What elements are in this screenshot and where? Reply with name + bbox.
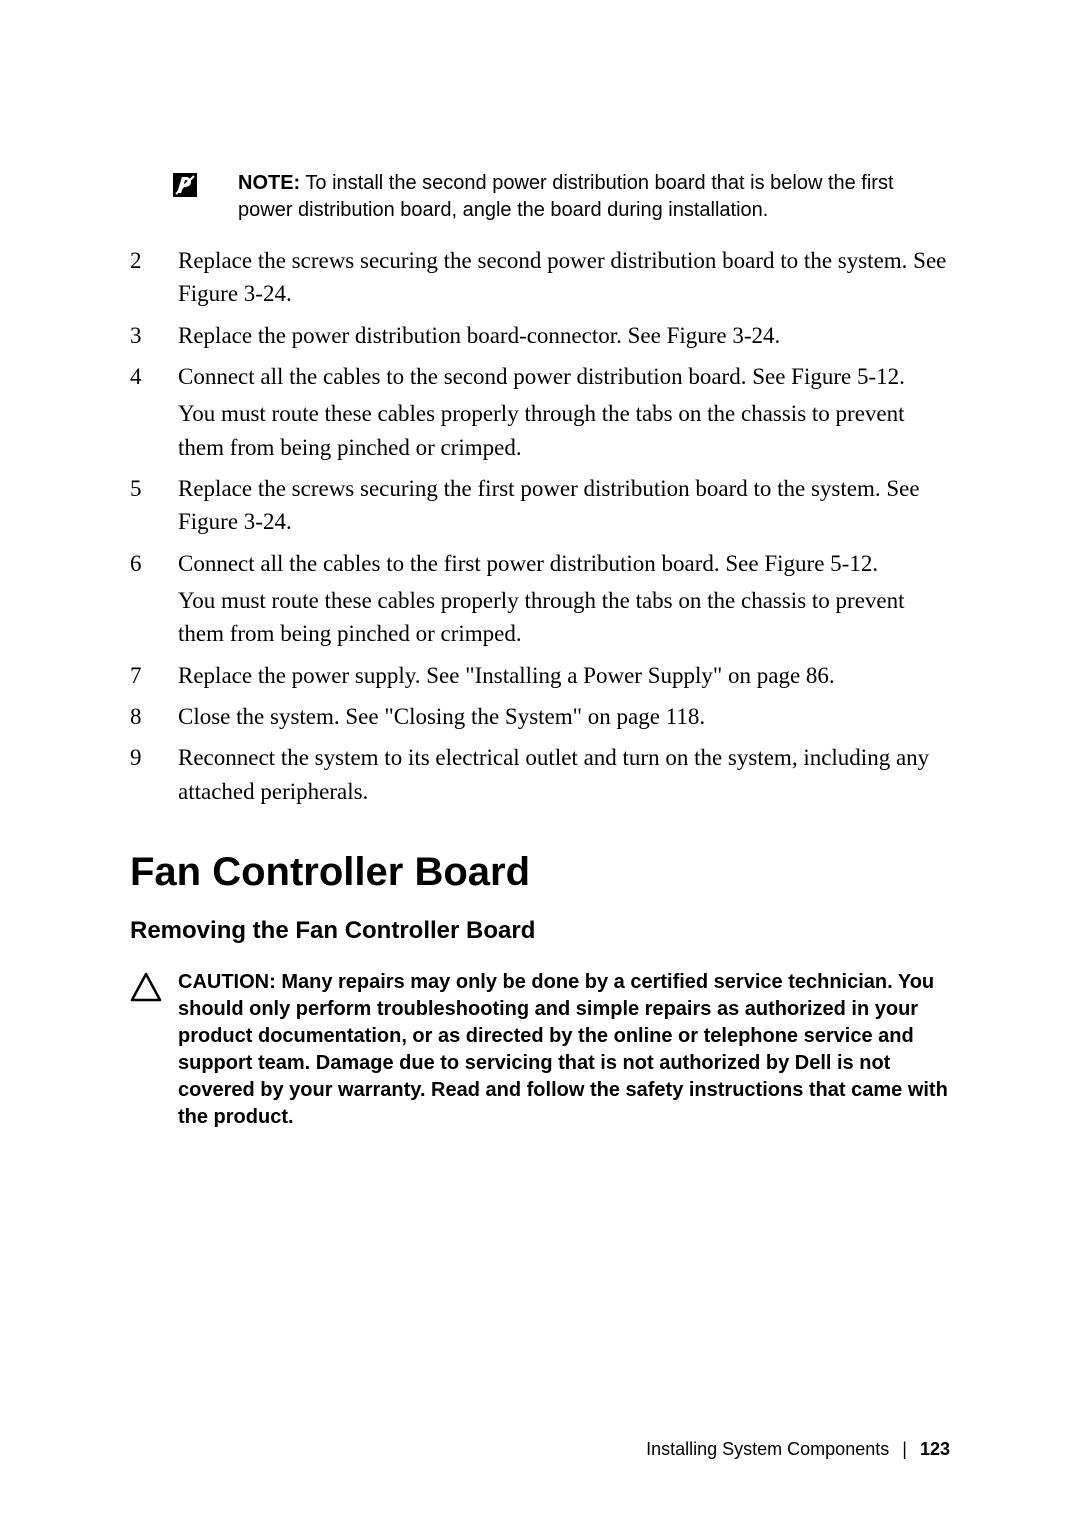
step-text: Replace the screws securing the first po… [178, 472, 950, 539]
note-text: NOTE: To install the second power distri… [238, 170, 950, 224]
step-item: 6 Connect all the cables to the first po… [130, 547, 950, 651]
step-item: 4 Connect all the cables to the second p… [130, 360, 950, 464]
subsection-heading: Removing the Fan Controller Board [130, 917, 950, 945]
step-number: 7 [130, 659, 142, 692]
step-number: 6 [130, 547, 142, 580]
step-number: 2 [130, 244, 142, 277]
step-number: 3 [130, 319, 142, 352]
step-number: 8 [130, 700, 142, 733]
note-label: NOTE: [238, 172, 300, 194]
step-item: 9 Reconnect the system to its electrical… [130, 741, 950, 808]
step-text: Replace the screws securing the second p… [178, 244, 950, 311]
step-text: Replace the power supply. See "Installin… [178, 659, 950, 692]
note-icon [172, 172, 198, 198]
step-number: 9 [130, 741, 142, 774]
step-item: 5 Replace the screws securing the first … [130, 472, 950, 539]
step-item: 7 Replace the power supply. See "Install… [130, 659, 950, 692]
step-text: You must route these cables properly thr… [178, 397, 950, 464]
step-item: 8 Close the system. See "Closing the Sys… [130, 700, 950, 733]
step-number: 5 [130, 472, 142, 505]
section-heading: Fan Controller Board [130, 850, 950, 895]
caution-block: CAUTION: Many repairs may only be done b… [130, 969, 950, 1131]
step-number: 4 [130, 360, 142, 393]
caution-icon [130, 971, 162, 1003]
caution-text: CAUTION: Many repairs may only be done b… [178, 969, 950, 1131]
footer-page-number: 123 [920, 1439, 950, 1459]
footer-separator: | [902, 1439, 907, 1459]
note-body: To install the second power distribution… [238, 172, 894, 221]
footer-chapter: Installing System Components [646, 1439, 889, 1459]
step-list: 2 Replace the screws securing the second… [130, 244, 950, 808]
step-item: 3 Replace the power distribution board-c… [130, 319, 950, 352]
step-text: Connect all the cables to the first powe… [178, 547, 950, 580]
step-text: Connect all the cables to the second pow… [178, 360, 950, 393]
step-text: Replace the power distribution board-con… [178, 319, 950, 352]
step-item: 2 Replace the screws securing the second… [130, 244, 950, 311]
note-block: NOTE: To install the second power distri… [172, 170, 950, 224]
step-text: You must route these cables properly thr… [178, 584, 950, 651]
page-footer: Installing System Components | 123 [646, 1439, 950, 1460]
step-text: Reconnect the system to its electrical o… [178, 741, 950, 808]
step-text: Close the system. See "Closing the Syste… [178, 700, 950, 733]
